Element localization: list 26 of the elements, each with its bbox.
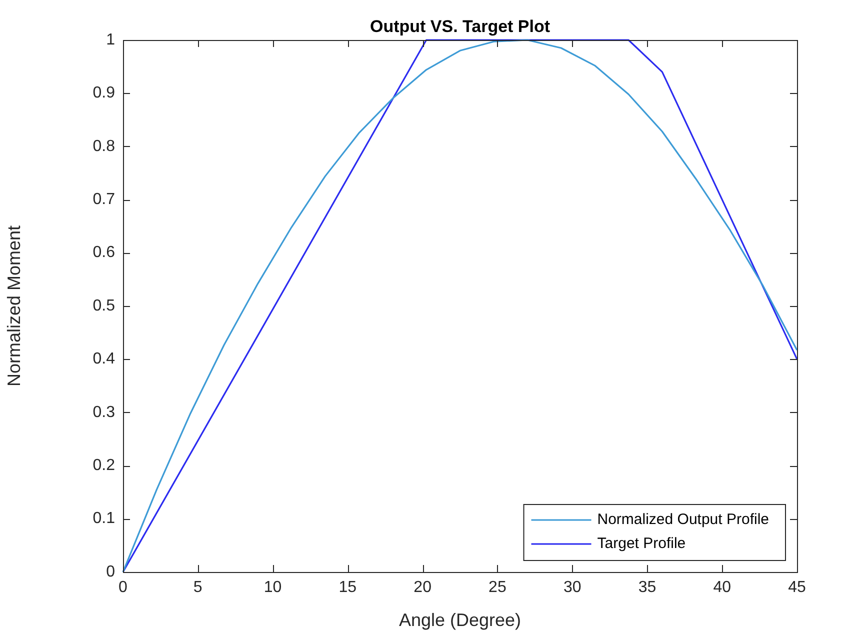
y-tick-label: 0.4: [92, 350, 116, 368]
y-tick-label: 0.5: [92, 297, 116, 314]
x-tick-label: 40: [713, 579, 732, 596]
x-tick-label: 10: [264, 579, 282, 596]
y-tick-label: 0.8: [92, 138, 116, 155]
x-tick-label: 0: [118, 579, 128, 596]
legend-label: Target Profile: [597, 535, 686, 552]
x-tick-label: 25: [488, 579, 506, 596]
y-tick-label: 0.9: [92, 84, 116, 102]
legend-label: Normalized Output Profile: [597, 511, 770, 528]
y-tick-label: 0.2: [92, 457, 116, 474]
y-tick-label: 0.6: [92, 244, 116, 262]
y-tick-label: 1: [106, 31, 116, 48]
x-tick-label: 30: [563, 579, 582, 596]
y-tick-label: 0.1: [92, 510, 116, 528]
x-tick-label: 20: [414, 579, 432, 596]
y-tick-label: 0: [106, 563, 116, 580]
chart-title: Output VS. Target Plot: [370, 17, 550, 36]
y-axis-title: Normalized Moment: [4, 225, 24, 387]
x-tick-label: 35: [638, 579, 656, 596]
y-tick-label: 0.7: [92, 191, 116, 208]
x-tick-label: 45: [788, 579, 806, 596]
x-axis-title: Angle (Degree): [398, 610, 522, 630]
x-tick-label: 5: [193, 579, 202, 596]
x-tick-label: 15: [338, 579, 357, 596]
y-tick-label: 0.3: [92, 404, 116, 421]
